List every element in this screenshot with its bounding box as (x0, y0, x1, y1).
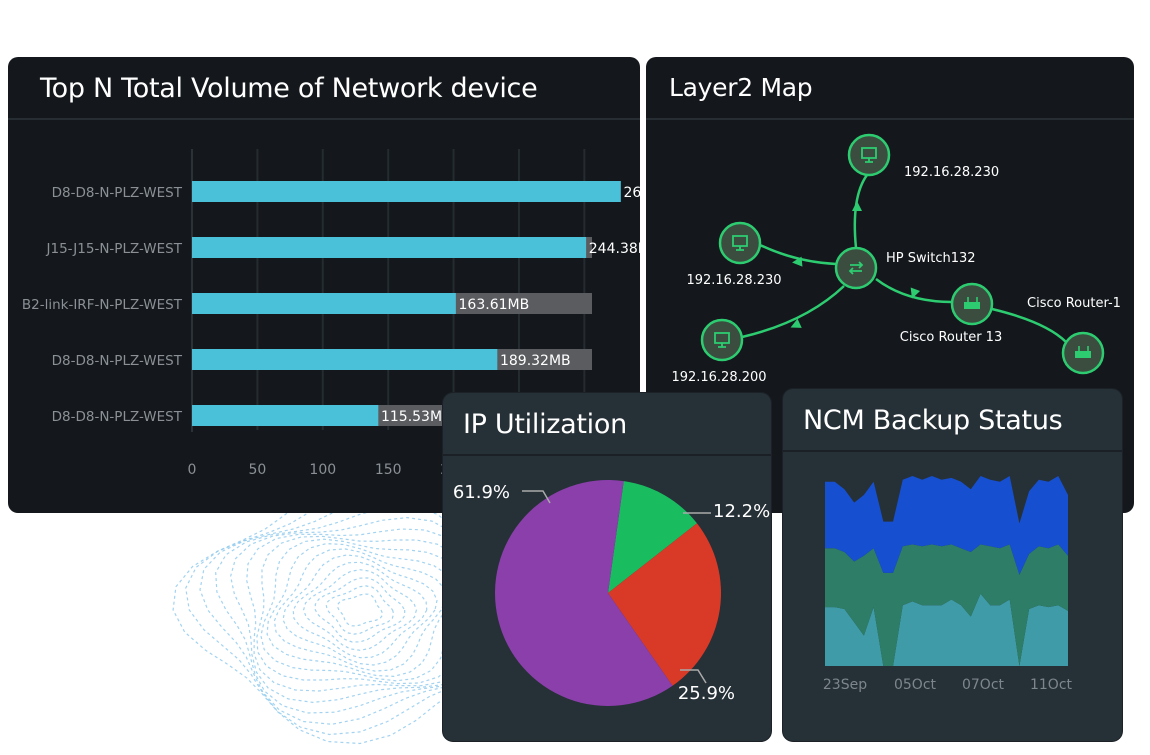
wave-line (282, 554, 438, 666)
direction-arrow (910, 287, 921, 299)
node-label: 192.16.28.230 (686, 273, 781, 288)
area-series (825, 476, 1068, 575)
body (964, 302, 980, 309)
arrows (848, 261, 864, 275)
router-icon (964, 297, 980, 309)
switch-arrows-icon (848, 261, 864, 275)
area-chart: 23Sep 05Oct 07Oct 11Oct (823, 476, 1073, 693)
wave-line (266, 542, 454, 678)
wave-line (246, 528, 474, 692)
node-switch[interactable] (834, 246, 878, 290)
wave-line (302, 569, 417, 651)
stand (718, 343, 726, 348)
pie-slice (608, 481, 697, 593)
node-left[interactable] (718, 221, 762, 265)
wave-line (172, 475, 548, 745)
antenna (1078, 346, 1089, 351)
wave-line (273, 548, 447, 672)
node-top[interactable] (847, 133, 891, 177)
bar (192, 293, 456, 314)
direction-arrow (852, 201, 862, 211)
monitor-icon (714, 332, 730, 348)
router-icon (1075, 346, 1091, 358)
area-series (825, 544, 1068, 666)
data-label: 244.38MB (589, 241, 640, 257)
node-circle (700, 318, 744, 362)
x-tick-label: 11Oct (1030, 677, 1073, 693)
direction-arrow (792, 256, 803, 267)
x-tick-label: 150 (375, 462, 402, 478)
bar (192, 405, 379, 426)
top-n-volume-panel: Top N Total Volume of Network device 0 50… (8, 57, 640, 513)
category-label: D8-D8-N-PLZ-WEST (52, 185, 183, 201)
x-tick-label: 50 (248, 462, 266, 478)
wave-line (325, 585, 395, 635)
wave-line (199, 495, 521, 725)
area-series (825, 593, 1068, 666)
category-label: D8-D8-N-PLZ-WEST (52, 409, 183, 425)
node-label: HP Switch132 (886, 251, 976, 266)
pie-slice (608, 523, 721, 686)
data-label: 115.53MB (381, 409, 452, 425)
x-tick-label: 05Oct (894, 677, 937, 693)
stand (865, 158, 873, 163)
leader-line (522, 490, 551, 504)
wave-line (229, 516, 491, 704)
link-line (759, 243, 837, 266)
x-tick-label: 100 (309, 462, 336, 478)
panel-title: IP Utilization (443, 393, 771, 456)
monitor-icon (861, 147, 877, 163)
wave-line (314, 577, 406, 643)
slice-label: 25.9% (678, 683, 735, 704)
ip-utilization-panel: IP Utilization 12.2% 25.9% 61.9% (443, 393, 771, 741)
data-label: 163.61MB (459, 297, 530, 313)
slice-label: 61.9% (453, 482, 510, 503)
topology-map[interactable]: 192.16.28.230 192.16.28.230 HP Switch132 19… (646, 57, 1134, 513)
x-tick-label: 23Sep (823, 677, 867, 693)
category-label: D8-D8-N-PLZ-WEST (52, 353, 183, 369)
antenna (967, 297, 978, 302)
panel-title: Layer2 Map (646, 57, 1134, 120)
panel-title: NCM Backup Status (783, 389, 1122, 452)
node-label: 192.16.28.230 (904, 165, 999, 180)
wave-line (337, 593, 383, 627)
node-r13[interactable] (950, 282, 994, 326)
ncm-backup-panel: NCM Backup Status 23Sep 05Oct 07Oct 11Oct (783, 389, 1122, 741)
pie-chart: 12.2% 25.9% 61.9% (453, 480, 770, 706)
node-bl[interactable] (700, 318, 744, 362)
bar (192, 237, 587, 258)
link-line (853, 174, 869, 249)
leader-line (680, 669, 707, 684)
wave-line (292, 561, 428, 659)
data-label: 265.91MB (623, 185, 640, 201)
panel-title: Top N Total Volume of Network device (8, 57, 640, 120)
data-label: 189.32MB (500, 353, 571, 369)
x-tick-label: 07Oct (962, 677, 1005, 693)
node-r1[interactable] (1061, 331, 1105, 375)
stand (736, 246, 744, 251)
node-circle (834, 246, 878, 290)
direction-arrow (790, 318, 802, 328)
link-line (741, 285, 845, 339)
bar (192, 181, 621, 202)
monitor-icon (732, 235, 748, 251)
link-line (875, 278, 953, 304)
bar (192, 349, 498, 370)
body (1075, 351, 1091, 358)
node-label: Cisco Router-1 (1027, 296, 1121, 311)
node-circle (718, 221, 762, 265)
wave-line (260, 538, 460, 682)
x-tick-label: 0 (188, 462, 197, 478)
node-label: Cisco Router 13 (900, 330, 1002, 345)
node-label: 192.16.28.200 (671, 370, 766, 385)
link-line (991, 307, 1067, 343)
pie-slice (494, 480, 673, 706)
category-label: B2-link-IRF-N-PLZ-WEST (22, 297, 183, 313)
category-label: J15-J15-N-PLZ-WEST (46, 241, 183, 257)
slice-label: 12.2% (713, 501, 770, 522)
node-circle (847, 133, 891, 177)
wave-line (256, 535, 464, 685)
